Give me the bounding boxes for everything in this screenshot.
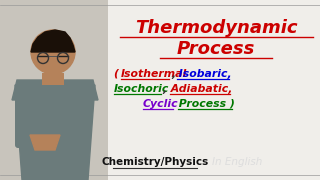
- Polygon shape: [12, 80, 98, 100]
- Text: Isochoric: Isochoric: [114, 84, 169, 94]
- Text: In English: In English: [212, 157, 262, 167]
- Text: ,: ,: [162, 84, 166, 94]
- FancyBboxPatch shape: [15, 97, 91, 148]
- Polygon shape: [31, 30, 75, 52]
- Bar: [0, 0, 108, 180]
- Text: Thermodynamic: Thermodynamic: [135, 19, 297, 37]
- Text: (: (: [114, 69, 123, 79]
- Text: ,: ,: [171, 69, 175, 79]
- Text: Process: Process: [177, 40, 255, 58]
- Text: Isobaric,: Isobaric,: [175, 69, 232, 79]
- Circle shape: [31, 30, 75, 74]
- Bar: [42, 73, 64, 85]
- Polygon shape: [15, 85, 95, 180]
- Text: Process ): Process ): [175, 99, 235, 109]
- Text: Chemistry/Physics: Chemistry/Physics: [101, 157, 209, 167]
- Text: Cyclic: Cyclic: [143, 99, 179, 109]
- Text: Adiabatic,: Adiabatic,: [167, 84, 232, 94]
- Text: Isothermal: Isothermal: [121, 69, 187, 79]
- Polygon shape: [30, 135, 60, 150]
